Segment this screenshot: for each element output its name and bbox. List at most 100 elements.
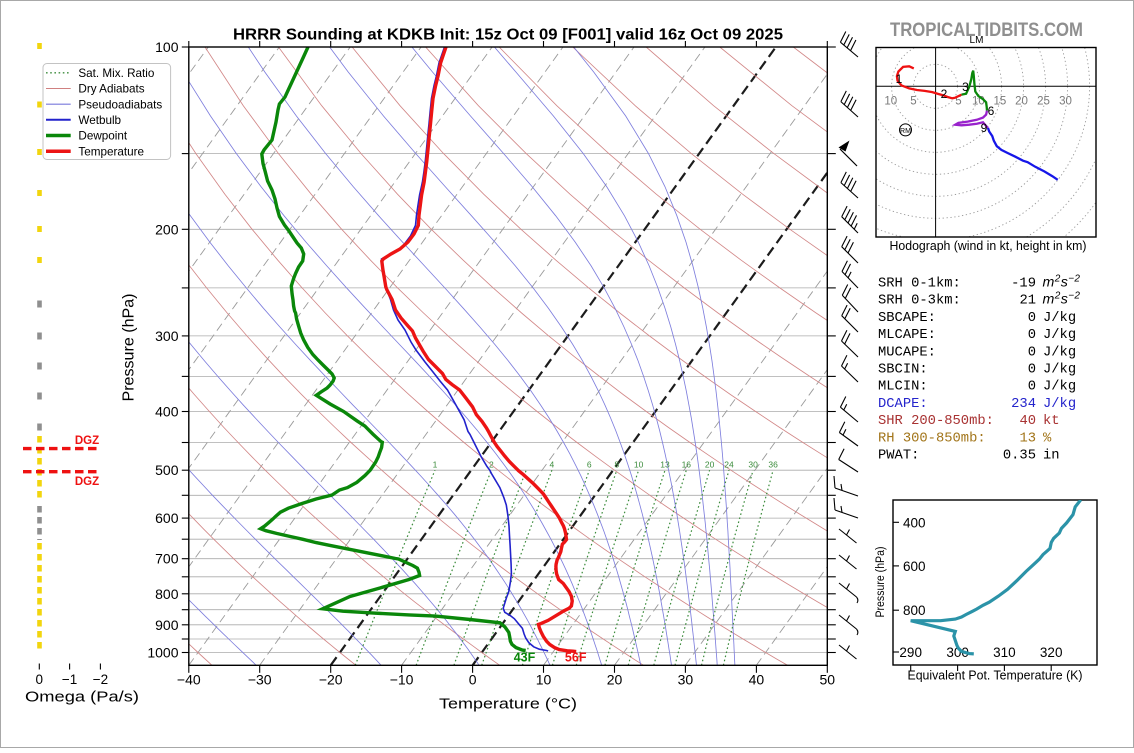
svg-text:%: % <box>1043 431 1052 446</box>
svg-text:SRH 0-1km:: SRH 0-1km: <box>878 276 961 292</box>
svg-text:400: 400 <box>903 515 926 530</box>
svg-text:Sat. Mix. Ratio: Sat. Mix. Ratio <box>78 67 154 80</box>
svg-text:600: 600 <box>155 510 179 526</box>
svg-text:0: 0 <box>1028 328 1036 343</box>
svg-text:1000: 1000 <box>147 645 178 661</box>
svg-text:Wetbulb: Wetbulb <box>78 114 121 127</box>
svg-text:−1: −1 <box>62 672 77 687</box>
svg-text:Hodograph (wind in kt, height: Hodograph (wind in kt, height in km) <box>890 239 1087 253</box>
svg-text:PWAT:: PWAT: <box>878 449 919 464</box>
svg-text:300: 300 <box>155 328 179 344</box>
svg-text:20: 20 <box>705 460 715 470</box>
svg-text:0.35: 0.35 <box>1003 449 1036 464</box>
svg-text:SBCAPE:: SBCAPE: <box>878 311 936 326</box>
svg-text:6: 6 <box>587 460 592 470</box>
svg-text:5: 5 <box>910 96 916 108</box>
svg-text:43F: 43F <box>514 651 536 665</box>
svg-text:LM: LM <box>970 35 984 46</box>
svg-text:13: 13 <box>1019 431 1036 446</box>
svg-text:in: in <box>1043 448 1060 464</box>
svg-text:200: 200 <box>155 221 179 237</box>
svg-text:320: 320 <box>1040 645 1063 660</box>
svg-text:RM: RM <box>900 128 911 135</box>
svg-text:40: 40 <box>1019 414 1036 429</box>
svg-text:30: 30 <box>748 460 758 470</box>
svg-text:J/kg: J/kg <box>1043 362 1076 378</box>
svg-text:SHR 200-850mb:: SHR 200-850mb: <box>878 413 994 429</box>
svg-text:Temperature: Temperature <box>78 145 144 158</box>
svg-text:15: 15 <box>994 96 1007 108</box>
svg-text:10: 10 <box>884 96 897 108</box>
svg-text:300: 300 <box>946 645 969 660</box>
svg-text:−10: −10 <box>390 672 414 688</box>
svg-text:−40: −40 <box>177 672 201 688</box>
svg-text:700: 700 <box>155 551 179 567</box>
svg-text:10: 10 <box>634 460 644 470</box>
svg-text:−20: −20 <box>319 672 343 688</box>
svg-text:DCAPE:: DCAPE: <box>878 397 928 412</box>
svg-text:−2: −2 <box>93 672 108 687</box>
svg-text:J/kg: J/kg <box>1043 327 1076 343</box>
svg-text:310: 310 <box>993 645 1016 660</box>
svg-text:J/kg: J/kg <box>1043 379 1076 395</box>
svg-text:0: 0 <box>469 672 477 688</box>
svg-text:400: 400 <box>155 404 179 420</box>
svg-text:SRH 0-3km:: SRH 0-3km: <box>878 293 961 309</box>
svg-text:0: 0 <box>1028 345 1036 360</box>
svg-text:30: 30 <box>678 672 694 688</box>
svg-text:1: 1 <box>433 460 438 470</box>
svg-text:6: 6 <box>988 104 995 118</box>
svg-text:30: 30 <box>1059 96 1072 108</box>
svg-text:3: 3 <box>962 80 969 94</box>
svg-text:800: 800 <box>903 603 926 618</box>
svg-text:9: 9 <box>981 121 988 135</box>
svg-text:1: 1 <box>896 72 903 86</box>
svg-text:100: 100 <box>155 39 179 55</box>
svg-text:8: 8 <box>614 460 619 470</box>
svg-text:234: 234 <box>1011 397 1036 412</box>
svg-text:-19: -19 <box>1011 277 1036 292</box>
svg-text:20: 20 <box>607 672 623 688</box>
svg-text:SBCIN:: SBCIN: <box>878 363 928 378</box>
svg-text:RH 300-850mb:: RH 300-850mb: <box>878 430 986 446</box>
svg-text:0: 0 <box>1028 380 1036 395</box>
svg-text:−30: −30 <box>248 672 272 688</box>
svg-text:DGZ: DGZ <box>75 476 99 488</box>
svg-text:Dry Adiabats: Dry Adiabats <box>78 83 144 96</box>
svg-text:MLCAPE:: MLCAPE: <box>878 328 936 343</box>
svg-text:5: 5 <box>955 96 961 108</box>
svg-text:900: 900 <box>155 617 179 633</box>
svg-text:MLCIN:: MLCIN: <box>878 380 928 395</box>
svg-text:Pseudoadiabats: Pseudoadiabats <box>78 98 162 111</box>
svg-text:600: 600 <box>903 559 926 574</box>
svg-text:40: 40 <box>749 672 765 688</box>
svg-text:Omega (Pa/s): Omega (Pa/s) <box>25 690 139 706</box>
svg-text:Temperature (°C): Temperature (°C) <box>439 696 577 713</box>
svg-text:2: 2 <box>489 460 494 470</box>
svg-text:50: 50 <box>820 672 836 688</box>
svg-text:16: 16 <box>682 460 692 470</box>
svg-text:4: 4 <box>550 460 555 470</box>
svg-text:800: 800 <box>155 586 179 602</box>
svg-text:Dewpoint: Dewpoint <box>78 130 127 143</box>
svg-text:kt: kt <box>1043 413 1060 429</box>
svg-text:24: 24 <box>724 460 734 470</box>
svg-text:0: 0 <box>1028 363 1036 378</box>
svg-text:21: 21 <box>1019 294 1036 309</box>
svg-text:Pressure (hPa): Pressure (hPa) <box>121 294 138 402</box>
svg-text:56F: 56F <box>565 651 587 665</box>
svg-text:Equivalent Pot. Temperature (K: Equivalent Pot. Temperature (K) <box>908 668 1083 683</box>
svg-text:MUCAPE:: MUCAPE: <box>878 345 936 360</box>
svg-text:25: 25 <box>1037 96 1050 108</box>
svg-text:290: 290 <box>899 645 922 660</box>
svg-text:HRRR Sounding at KDKB Init: 15: HRRR Sounding at KDKB Init: 15z Oct 09 [… <box>233 27 783 44</box>
svg-text:0: 0 <box>1028 311 1036 326</box>
svg-text:0: 0 <box>36 672 44 687</box>
svg-text:13: 13 <box>660 460 670 470</box>
svg-text:20: 20 <box>1015 96 1028 108</box>
svg-text:J/kg: J/kg <box>1043 396 1076 412</box>
svg-text:500: 500 <box>155 462 179 478</box>
svg-text:10: 10 <box>536 672 552 688</box>
svg-text:2: 2 <box>941 87 948 101</box>
svg-text:Pressure (hPa): Pressure (hPa) <box>875 546 887 617</box>
